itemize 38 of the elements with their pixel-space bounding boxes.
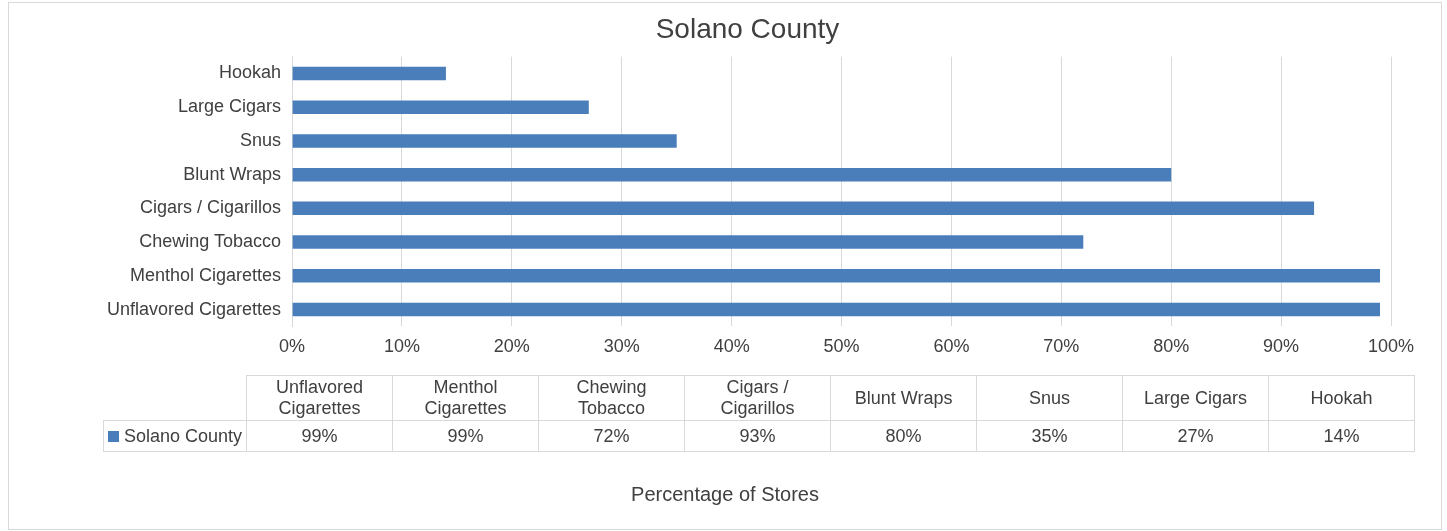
y-tick-label: Snus	[240, 129, 282, 150]
text: 93%	[739, 425, 776, 446]
x-tick-label: 100%	[1367, 336, 1415, 357]
text: 35%	[1031, 425, 1068, 446]
category-label: Chewing Tobacco	[576, 377, 647, 418]
y-tick-label: Unflavored Cigarettes	[106, 298, 282, 319]
chart-title: Solano County	[655, 12, 840, 44]
category-label: Blunt Wraps	[854, 387, 953, 408]
category-label: Unflavored Cigarettes	[276, 377, 364, 418]
text: 14%	[1323, 425, 1360, 446]
category-label: Cigars / Cigarillos	[720, 377, 795, 418]
y-tick-label: Hookah	[219, 62, 282, 83]
x-tick-label: 20%	[493, 336, 530, 357]
legend-label: Solano County	[103, 420, 247, 452]
x-tick-label: 0%	[279, 336, 306, 357]
x-tick-label: 10%	[383, 336, 420, 357]
text: 72%	[593, 425, 630, 446]
x-tick-label: 70%	[1043, 336, 1080, 357]
text: 80%	[885, 425, 922, 446]
x-tick-label: 50%	[823, 336, 860, 357]
y-tick-label: Large Cigars	[178, 96, 282, 117]
x-tick-label: 80%	[1153, 336, 1190, 357]
category-label: Large Cigars	[1144, 387, 1248, 408]
x-tick-label: 90%	[1263, 336, 1300, 357]
text: 99%	[447, 425, 484, 446]
x-tick-label: 30%	[603, 336, 640, 357]
category-label: Snus	[1029, 387, 1071, 408]
y-tick-label: Menthol Cigarettes	[130, 264, 282, 285]
x-tick-label: 60%	[933, 336, 970, 357]
text: Percentage of Stores	[630, 483, 820, 506]
y-tick-label: Blunt Wraps	[183, 163, 282, 184]
category-label: Hookah	[1310, 387, 1373, 408]
text: 27%	[1177, 425, 1214, 446]
category-label: Menthol Cigarettes	[424, 377, 507, 418]
y-tick-label: Cigars / Cigarillos	[140, 197, 282, 218]
y-tick-label: Chewing Tobacco	[139, 231, 282, 252]
x-tick-label: 40%	[713, 336, 750, 357]
text: 99%	[301, 425, 338, 446]
